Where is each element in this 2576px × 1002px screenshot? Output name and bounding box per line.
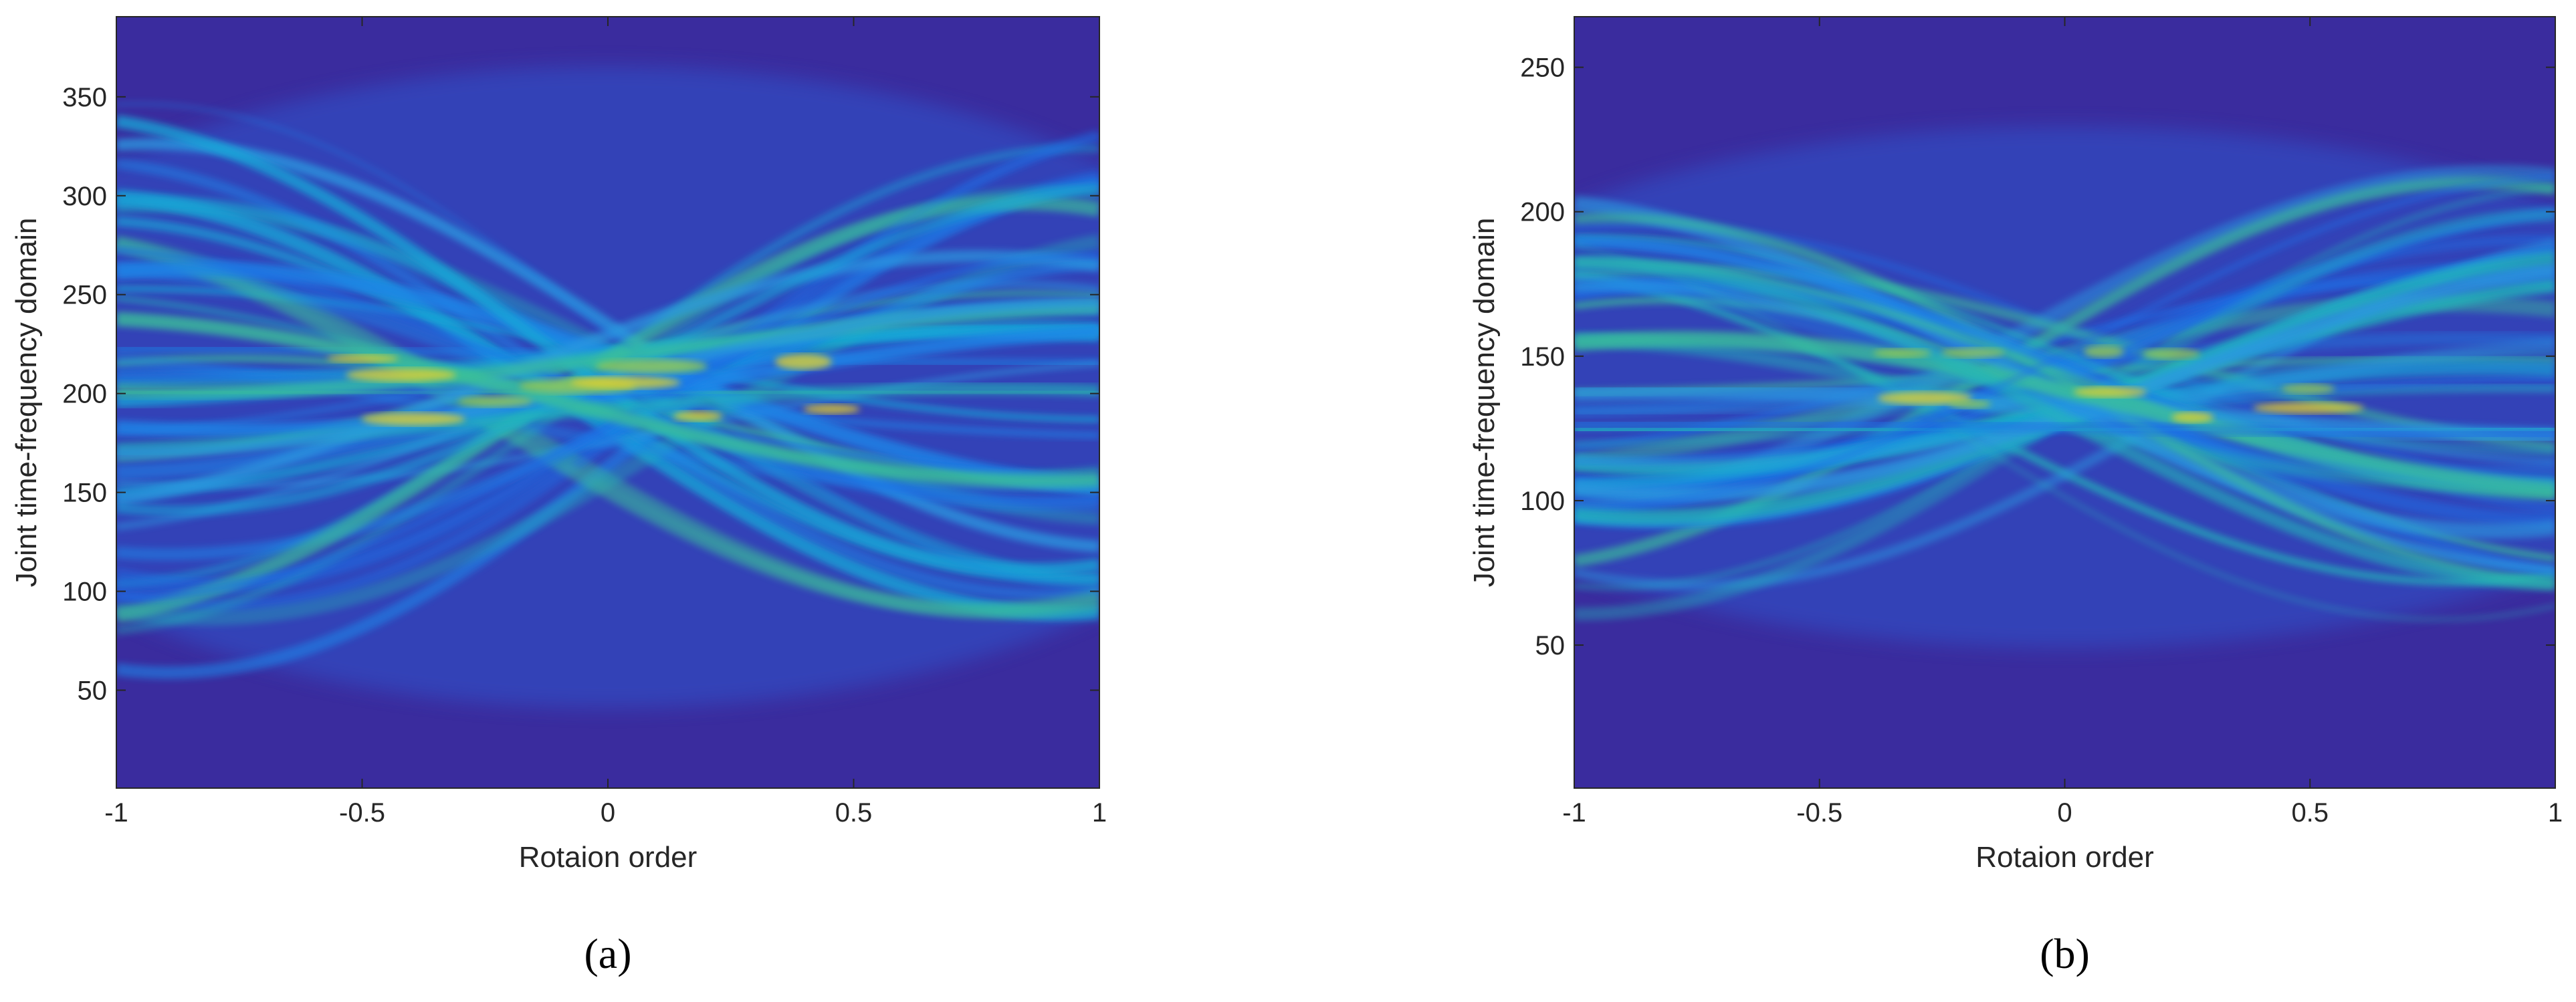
heatmap-ridge (1574, 331, 2555, 498)
x-tick-label: 1 (1092, 798, 1107, 828)
y-tick-label: 200 (62, 380, 107, 409)
heatmap-hotspot (595, 358, 708, 374)
heatmap-hotspot (2143, 348, 2201, 360)
heatmap-ridge (1574, 213, 2555, 589)
y-tick-label: 200 (1520, 198, 1565, 227)
heatmap-hotspot (1877, 391, 1973, 405)
x-tick-label: -1 (1562, 798, 1586, 828)
y-axis-label: Joint time-frequency domain (10, 218, 43, 588)
heatmap-hotspot (326, 354, 399, 363)
heatmap-ridge (116, 102, 1099, 594)
y-axis-label: Joint time-frequency domain (1468, 218, 1501, 588)
heatmap-ridge (1574, 174, 2555, 508)
y-tick-label: 50 (1535, 631, 1566, 660)
heatmap-hotspot (774, 354, 833, 370)
x-tick-label: -0.5 (1796, 798, 1842, 828)
heatmap-hotspot (673, 410, 723, 422)
x-axis-label: Rotaion order (1975, 841, 2154, 874)
x-tick-label: 1 (2548, 798, 2563, 828)
heatmap-ridge (116, 239, 1099, 616)
heatmap-texture (1574, 126, 2555, 648)
y-tick-label: 300 (62, 182, 107, 211)
heatmap-texture (116, 66, 1099, 708)
x-tick-label: 0.5 (2291, 798, 2329, 828)
x-tick-label: -1 (104, 798, 128, 828)
heatmap-ridge (1574, 243, 2555, 622)
heatmap-hotspot (1947, 399, 1992, 408)
heatmap-hotspot (2171, 412, 2214, 423)
y-tick-label: 250 (1520, 53, 1565, 83)
y-tick-label: 150 (62, 479, 107, 508)
heatmap-hotspot (803, 404, 860, 414)
heatmap-hotspot (361, 412, 466, 426)
heatmap-ridge (116, 324, 1099, 437)
x-tick-label: 0 (601, 798, 615, 828)
heatmap-ridge (116, 250, 1099, 507)
y-tick-label: 250 (62, 281, 107, 310)
heatmap-hotspot (457, 396, 533, 407)
heatmap-hotspot (2252, 402, 2365, 414)
heatmap-hotspot (570, 376, 681, 389)
y-tick-label: 100 (62, 578, 107, 607)
heatmap-hotspot (2281, 384, 2335, 394)
heatmap-ridge (1574, 418, 2555, 441)
y-tick-label: 100 (1520, 487, 1565, 516)
heatmap-hotspot (345, 368, 457, 382)
heatmap-ridge (116, 311, 1099, 488)
panel-caption: (a) (584, 930, 631, 977)
y-tick-label: 50 (78, 676, 108, 706)
y-tick-label: 150 (1520, 342, 1565, 372)
heatmap-ridge (116, 251, 1099, 602)
heatmap-hotspot (1873, 348, 1932, 358)
x-axis-label: Rotaion order (519, 841, 697, 874)
heatmap-hotspot (2083, 345, 2125, 358)
x-tick-label: 0.5 (835, 798, 873, 828)
panel-caption: (b) (2040, 930, 2090, 977)
x-tick-label: 0 (2057, 798, 2072, 828)
heatmap-hotspot (1941, 348, 2006, 358)
heatmap-ridge (1574, 263, 2555, 453)
heatmap-ridge (116, 138, 1099, 553)
heatmap-ridge (1574, 256, 2555, 591)
y-tick-label: 350 (62, 83, 107, 112)
heatmap-hotspot (2073, 386, 2147, 398)
x-tick-label: -0.5 (339, 798, 385, 828)
heatmap-ridge (116, 257, 1099, 561)
